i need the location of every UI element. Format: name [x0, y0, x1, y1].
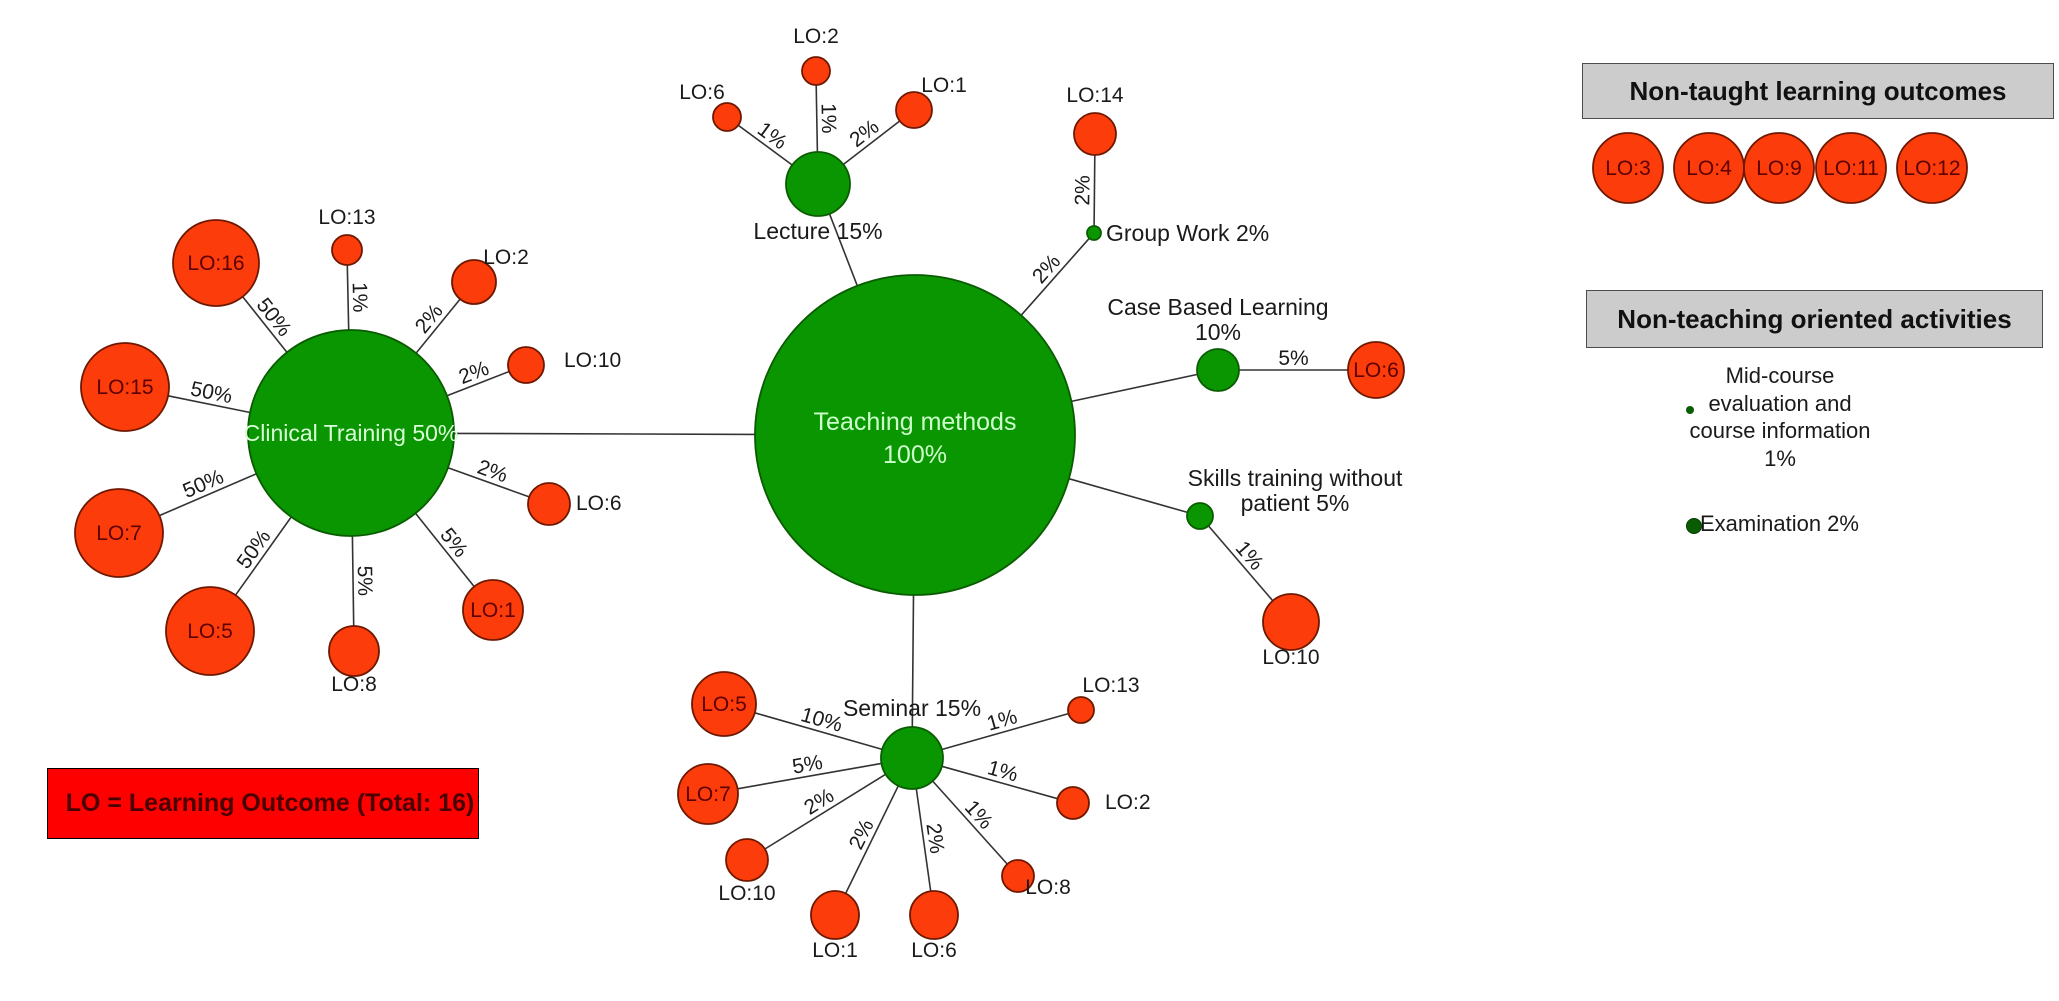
svg-text:LO:7: LO:7 — [685, 783, 731, 806]
svg-text:LO:8: LO:8 — [331, 673, 377, 696]
svg-text:2%: 2% — [845, 115, 883, 152]
svg-text:LO:12: LO:12 — [1903, 157, 1960, 180]
svg-text:Case Based Learning: Case Based Learning — [1107, 294, 1328, 320]
svg-text:LO:6: LO:6 — [1353, 359, 1399, 382]
svg-text:1%: 1% — [984, 705, 1019, 735]
svg-text:LO:11: LO:11 — [1823, 157, 1879, 180]
svg-text:LO:6: LO:6 — [911, 939, 957, 962]
svg-text:5%: 5% — [1278, 347, 1308, 370]
svg-text:Seminar 15%: Seminar 15% — [843, 695, 981, 721]
svg-text:10%: 10% — [798, 703, 845, 737]
svg-text:2%: 2% — [1071, 175, 1094, 206]
svg-text:LO:13: LO:13 — [318, 206, 375, 229]
svg-text:LO:5: LO:5 — [187, 620, 233, 643]
svg-text:LO:2: LO:2 — [1105, 791, 1151, 814]
svg-text:LO:1: LO:1 — [470, 599, 516, 622]
svg-text:1%: 1% — [1231, 537, 1268, 575]
svg-text:LO:6: LO:6 — [576, 492, 622, 515]
svg-text:LO:1: LO:1 — [921, 74, 967, 97]
svg-text:2%: 2% — [921, 822, 948, 855]
svg-text:Teaching methods: Teaching methods — [814, 408, 1017, 436]
svg-text:LO:14: LO:14 — [1066, 84, 1124, 107]
svg-text:patient 5%: patient 5% — [1241, 490, 1350, 516]
svg-text:LO:13: LO:13 — [1082, 674, 1139, 697]
svg-text:LO:1: LO:1 — [812, 939, 858, 962]
svg-text:LO:4: LO:4 — [1686, 157, 1732, 180]
svg-text:LO:6: LO:6 — [679, 81, 725, 104]
svg-text:1%: 1% — [753, 118, 791, 155]
svg-text:2%: 2% — [411, 300, 448, 338]
svg-text:10%: 10% — [1195, 319, 1241, 345]
svg-text:LO:10: LO:10 — [718, 882, 775, 905]
svg-text:Clinical Training 50%: Clinical Training 50% — [244, 420, 459, 446]
svg-text:LO:2: LO:2 — [483, 246, 529, 269]
svg-text:Skills training without: Skills training without — [1188, 465, 1403, 491]
svg-text:100%: 100% — [883, 441, 947, 469]
svg-text:LO:5: LO:5 — [701, 693, 747, 716]
svg-text:LO:15: LO:15 — [96, 376, 153, 399]
svg-text:LO:7: LO:7 — [96, 522, 142, 545]
svg-text:1%: 1% — [348, 282, 372, 313]
svg-text:LO:9: LO:9 — [1756, 157, 1802, 180]
svg-text:2%: 2% — [456, 357, 493, 389]
svg-text:LO:8: LO:8 — [1025, 876, 1071, 899]
svg-text:2%: 2% — [474, 456, 510, 488]
svg-text:LO:2: LO:2 — [793, 25, 839, 48]
svg-text:LO:16: LO:16 — [187, 252, 244, 275]
svg-text:1%: 1% — [985, 756, 1020, 786]
svg-text:Lecture 15%: Lecture 15% — [753, 218, 882, 244]
svg-text:5%: 5% — [435, 524, 472, 562]
svg-text:LO:3: LO:3 — [1605, 157, 1651, 180]
svg-text:50%: 50% — [189, 377, 235, 408]
svg-text:2%: 2% — [845, 816, 879, 853]
svg-text:1%: 1% — [960, 796, 997, 834]
svg-text:2%: 2% — [1028, 250, 1065, 288]
svg-text:1%: 1% — [817, 103, 841, 134]
svg-text:LO:10: LO:10 — [1262, 646, 1319, 669]
svg-text:5%: 5% — [353, 566, 376, 597]
svg-text:2%: 2% — [800, 784, 838, 820]
svg-text:Group Work 2%: Group Work 2% — [1106, 220, 1269, 246]
svg-text:LO:10: LO:10 — [564, 349, 621, 372]
